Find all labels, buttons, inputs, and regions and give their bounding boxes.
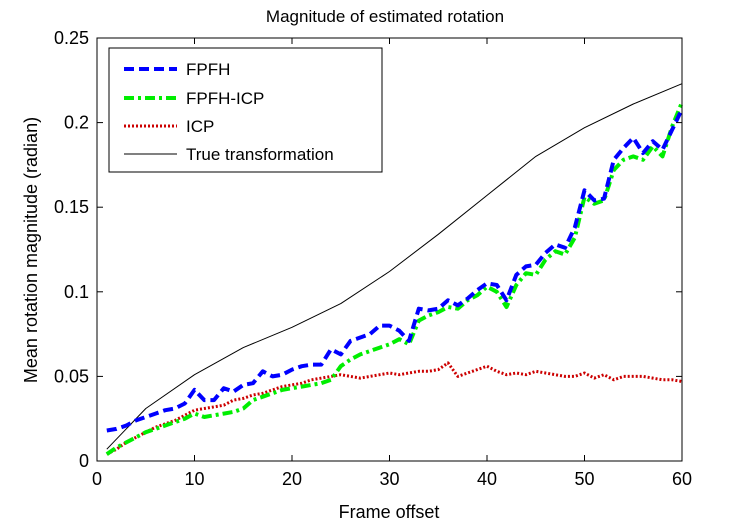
- ticks-layer: 0 10 20 30 40 50 60 0 0.05 0.1 0.15 0.2 0.25: [54, 28, 692, 489]
- y-tick-label: 0.25: [54, 28, 89, 48]
- x-tick-label: 30: [379, 469, 399, 489]
- y-axis-label: Mean rotation magnitude (radian): [21, 117, 41, 383]
- series-layer: [105, 83, 684, 456]
- legend-label-true-transformation: True transformation: [186, 145, 334, 164]
- y-tick-label: 0.05: [54, 366, 89, 386]
- x-tick-label: 20: [282, 469, 302, 489]
- x-tick-label: 10: [184, 469, 204, 489]
- series-line-fpfh: [106, 108, 684, 433]
- y-tick-label: 0.2: [64, 113, 89, 133]
- legend-label-fpfh: FPFH: [186, 60, 230, 79]
- series-line-fpfh-icp: [105, 101, 684, 456]
- series-line-true-transformation: [106, 83, 683, 450]
- legend-label-fpfh-icp: FPFH-ICP: [186, 89, 264, 108]
- x-tick-label: 60: [672, 469, 692, 489]
- x-tick-label: 40: [477, 469, 497, 489]
- x-tick-label: 0: [92, 469, 102, 489]
- legend-label-icp: ICP: [186, 117, 214, 136]
- y-tick-label: 0.1: [64, 282, 89, 302]
- series-line-icp: [106, 361, 683, 456]
- legend: FPFH FPFH-ICP ICP True transformation: [108, 47, 383, 173]
- x-axis-label: Frame offset: [339, 502, 440, 522]
- chart-title: Magnitude of estimated rotation: [266, 7, 504, 26]
- y-tick-label: 0.15: [54, 197, 89, 217]
- x-tick-label: 50: [574, 469, 594, 489]
- y-tick-label: 0: [79, 451, 89, 471]
